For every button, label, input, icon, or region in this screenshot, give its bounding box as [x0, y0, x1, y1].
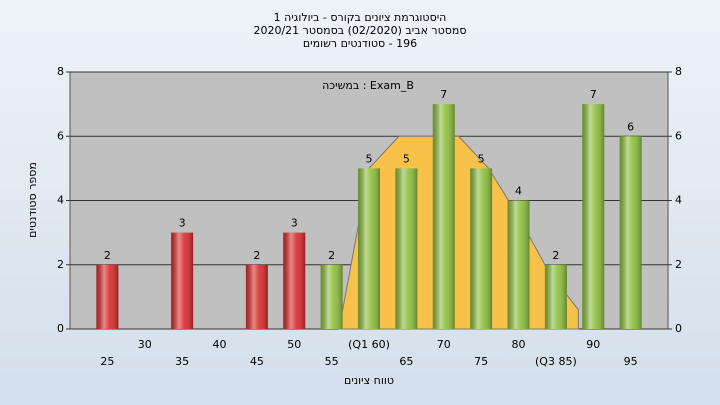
y2-tick-label: 2: [675, 258, 682, 271]
bar-shine: [507, 200, 530, 329]
value-label: 7: [590, 88, 597, 101]
x-tick-label: 30: [138, 338, 152, 351]
chart-subtitle: 196 - סטודנטים רשומים: [303, 37, 417, 50]
x-axis-label: טווח ציונים: [344, 374, 394, 387]
x-tick-label: 75: [474, 355, 488, 368]
y-axis-label: מספר סטודנטים: [26, 162, 39, 238]
value-label: 2: [328, 249, 335, 262]
value-label: 5: [478, 152, 485, 165]
bar-shine: [582, 104, 605, 329]
x-tick-label: 50: [287, 338, 301, 351]
bar-shine: [171, 232, 194, 329]
x-tick-label: 35: [175, 355, 189, 368]
value-label: 5: [403, 152, 410, 165]
bar-shine: [96, 264, 119, 329]
annotation: Exam_B : במשיכה: [322, 79, 414, 92]
bar-shine: [470, 168, 493, 329]
bar-shine: [283, 232, 306, 329]
bar-shine: [320, 264, 343, 329]
x-tick-label: 80: [512, 338, 526, 351]
x-tick-label: 65: [399, 355, 413, 368]
value-label: 6: [627, 120, 634, 133]
value-label: 3: [179, 217, 186, 230]
x-tick-label: (Q3 85): [535, 355, 577, 368]
x-tick-label: 45: [250, 355, 264, 368]
bar-shine: [395, 168, 418, 329]
chart-title: היסטוגרמת ציונים בקורס - ביולוגיה 1: [274, 11, 447, 24]
x-tick-label: (Q1 60): [348, 338, 390, 351]
x-tick-label: 25: [100, 355, 114, 368]
y-tick-label: 8: [57, 65, 64, 78]
value-label: 2: [552, 249, 559, 262]
y2-tick-label: 4: [675, 194, 682, 207]
x-tick-label: 40: [213, 338, 227, 351]
bar-shine: [432, 104, 455, 329]
y2-tick-label: 6: [675, 129, 682, 142]
y-tick-label: 0: [57, 322, 64, 335]
value-label: 7: [440, 88, 447, 101]
y2-tick-label: 8: [675, 65, 682, 78]
value-label: 2: [253, 249, 260, 262]
y-tick-label: 6: [57, 129, 64, 142]
bar-shine: [245, 264, 268, 329]
x-tick-label: 95: [624, 355, 638, 368]
y-tick-label: 2: [57, 258, 64, 271]
value-label: 3: [291, 217, 298, 230]
y-tick-label: 4: [57, 194, 64, 207]
bar-shine: [619, 136, 642, 329]
x-tick-label: 55: [325, 355, 339, 368]
bar-shine: [358, 168, 380, 329]
value-label: 5: [366, 152, 373, 165]
value-label: 2: [104, 249, 111, 262]
x-tick-label: 70: [437, 338, 451, 351]
x-tick-label: 90: [586, 338, 600, 351]
y2-tick-label: 0: [675, 322, 682, 335]
value-label: 4: [515, 185, 522, 198]
bar-shine: [544, 264, 567, 329]
chart-subtitle: סמסטר אביב (02/2020) בסמסטר 2020/21: [253, 24, 466, 37]
